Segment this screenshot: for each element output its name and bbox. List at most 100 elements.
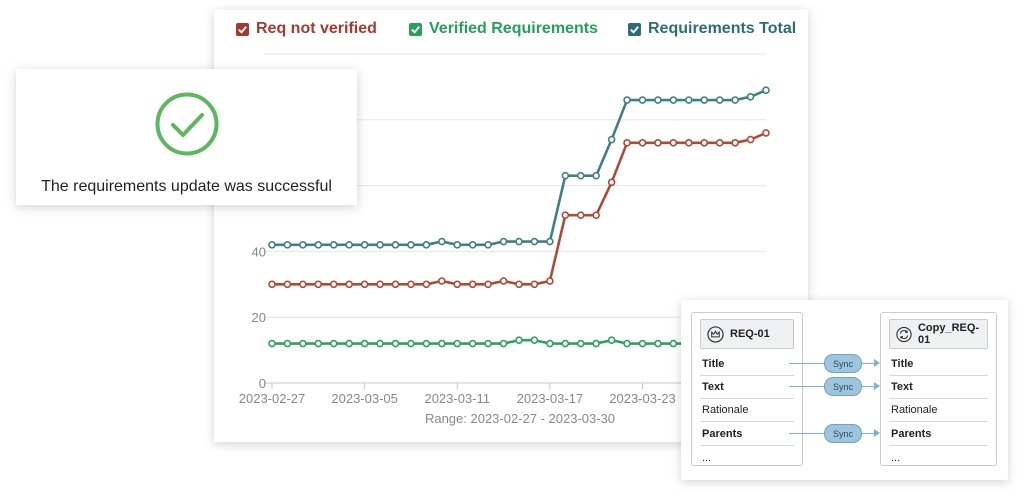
data-point-req-not-verified[interactable]: [546, 277, 554, 285]
data-point-req-not-verified[interactable]: [391, 280, 400, 289]
data-point-req-not-verified[interactable]: [422, 280, 431, 289]
data-point-verified-requirements[interactable]: [484, 339, 492, 348]
legend-item-requirements-total[interactable]: Requirements Total: [628, 20, 796, 38]
data-point-requirements-total[interactable]: [499, 237, 508, 246]
data-point-req-not-verified[interactable]: [715, 139, 724, 147]
data-point-req-not-verified[interactable]: [638, 139, 647, 147]
source-requirement-header[interactable]: REQ-01: [700, 319, 794, 349]
data-point-req-not-verified[interactable]: [468, 280, 477, 289]
data-point-verified-requirements[interactable]: [376, 339, 384, 348]
data-point-requirements-total[interactable]: [715, 96, 724, 104]
data-point-verified-requirements[interactable]: [530, 336, 539, 345]
data-point-verified-requirements[interactable]: [499, 339, 508, 348]
data-point-requirements-total[interactable]: [376, 241, 384, 249]
data-point-requirements-total[interactable]: [607, 135, 616, 144]
data-point-req-not-verified[interactable]: [407, 280, 415, 289]
data-point-requirements-total[interactable]: [762, 86, 770, 94]
data-point-req-not-verified[interactable]: [607, 178, 616, 187]
data-point-verified-requirements[interactable]: [299, 339, 307, 348]
data-point-verified-requirements[interactable]: [360, 339, 369, 348]
data-point-requirements-total[interactable]: [422, 241, 431, 249]
data-point-req-not-verified[interactable]: [329, 280, 338, 289]
data-point-req-not-verified[interactable]: [360, 280, 369, 289]
target-row-rationale[interactable]: Rationale: [889, 399, 988, 422]
target-row-title[interactable]: Title: [889, 353, 988, 376]
data-point-requirements-total[interactable]: [283, 241, 292, 249]
data-point-requirements-total[interactable]: [685, 96, 693, 104]
target-row-text[interactable]: Text: [889, 376, 988, 399]
data-point-requirements-total[interactable]: [329, 241, 338, 249]
sync-button-parents[interactable]: Sync: [824, 424, 862, 443]
data-point-requirements-total[interactable]: [268, 241, 276, 249]
data-point-req-not-verified[interactable]: [376, 280, 384, 289]
data-point-requirements-total[interactable]: [453, 241, 462, 249]
data-point-req-not-verified[interactable]: [283, 280, 292, 289]
data-point-verified-requirements[interactable]: [546, 339, 554, 348]
data-point-req-not-verified[interactable]: [299, 280, 307, 289]
source-row-title[interactable]: Title: [700, 353, 794, 376]
data-point-req-not-verified[interactable]: [685, 139, 693, 147]
data-point-req-not-verified[interactable]: [746, 135, 755, 144]
data-point-req-not-verified[interactable]: [453, 280, 462, 289]
checkbox-icon[interactable]: [409, 22, 422, 36]
data-point-verified-requirements[interactable]: [638, 339, 647, 348]
data-point-req-not-verified[interactable]: [515, 280, 523, 289]
data-point-req-not-verified[interactable]: [345, 280, 353, 289]
data-point-req-not-verified[interactable]: [592, 211, 600, 220]
data-point-requirements-total[interactable]: [576, 171, 585, 180]
data-point-verified-requirements[interactable]: [329, 339, 338, 348]
data-point-requirements-total[interactable]: [561, 171, 570, 180]
data-point-verified-requirements[interactable]: [453, 339, 462, 348]
data-point-requirements-total[interactable]: [731, 96, 739, 104]
target-requirement-header[interactable]: Copy_REQ-01: [889, 319, 988, 349]
data-point-requirements-total[interactable]: [299, 241, 307, 249]
source-row-parents[interactable]: Parents: [700, 423, 794, 446]
data-point-verified-requirements[interactable]: [314, 339, 323, 348]
source-row-text[interactable]: Text: [700, 376, 794, 399]
data-point-verified-requirements[interactable]: [345, 339, 353, 348]
data-point-requirements-total[interactable]: [654, 96, 662, 104]
data-point-requirements-total[interactable]: [314, 241, 323, 249]
data-point-requirements-total[interactable]: [360, 241, 369, 249]
data-point-requirements-total[interactable]: [592, 171, 600, 180]
data-point-verified-requirements[interactable]: [654, 339, 662, 348]
data-point-verified-requirements[interactable]: [515, 336, 523, 345]
legend-item-req-not-verified[interactable]: Req not verified: [236, 20, 377, 38]
data-point-requirements-total[interactable]: [530, 237, 539, 246]
data-point-req-not-verified[interactable]: [731, 139, 739, 147]
checkbox-icon[interactable]: [236, 22, 249, 36]
data-point-requirements-total[interactable]: [700, 96, 709, 104]
data-point-requirements-total[interactable]: [468, 241, 477, 249]
data-point-verified-requirements[interactable]: [592, 339, 600, 348]
data-point-req-not-verified[interactable]: [268, 280, 276, 289]
data-point-req-not-verified[interactable]: [654, 139, 662, 147]
data-point-req-not-verified[interactable]: [438, 277, 446, 285]
data-point-verified-requirements[interactable]: [268, 339, 276, 348]
data-point-verified-requirements[interactable]: [607, 336, 616, 345]
data-point-requirements-total[interactable]: [669, 96, 678, 104]
legend-item-verified-requirements[interactable]: Verified Requirements: [409, 20, 598, 38]
data-point-verified-requirements[interactable]: [283, 339, 292, 348]
data-point-verified-requirements[interactable]: [669, 339, 678, 348]
data-point-requirements-total[interactable]: [546, 237, 554, 246]
data-point-req-not-verified[interactable]: [499, 277, 508, 285]
data-point-requirements-total[interactable]: [515, 237, 523, 246]
data-point-verified-requirements[interactable]: [576, 339, 585, 348]
data-point-req-not-verified[interactable]: [484, 280, 492, 289]
data-point-requirements-total[interactable]: [746, 92, 755, 101]
data-point-requirements-total[interactable]: [391, 241, 400, 249]
data-point-req-not-verified[interactable]: [561, 211, 570, 220]
source-row-rationale[interactable]: Rationale: [700, 399, 794, 422]
data-point-verified-requirements[interactable]: [407, 339, 415, 348]
data-point-requirements-total[interactable]: [638, 96, 647, 104]
data-point-requirements-total[interactable]: [623, 96, 631, 104]
data-point-req-not-verified[interactable]: [700, 139, 709, 147]
sync-button-title[interactable]: Sync: [824, 354, 862, 373]
data-point-req-not-verified[interactable]: [762, 129, 770, 137]
checkbox-icon[interactable]: [628, 22, 641, 36]
data-point-requirements-total[interactable]: [438, 237, 446, 246]
data-point-verified-requirements[interactable]: [468, 339, 477, 348]
data-point-verified-requirements[interactable]: [422, 339, 431, 348]
data-point-requirements-total[interactable]: [484, 241, 492, 249]
data-point-verified-requirements[interactable]: [391, 339, 400, 348]
